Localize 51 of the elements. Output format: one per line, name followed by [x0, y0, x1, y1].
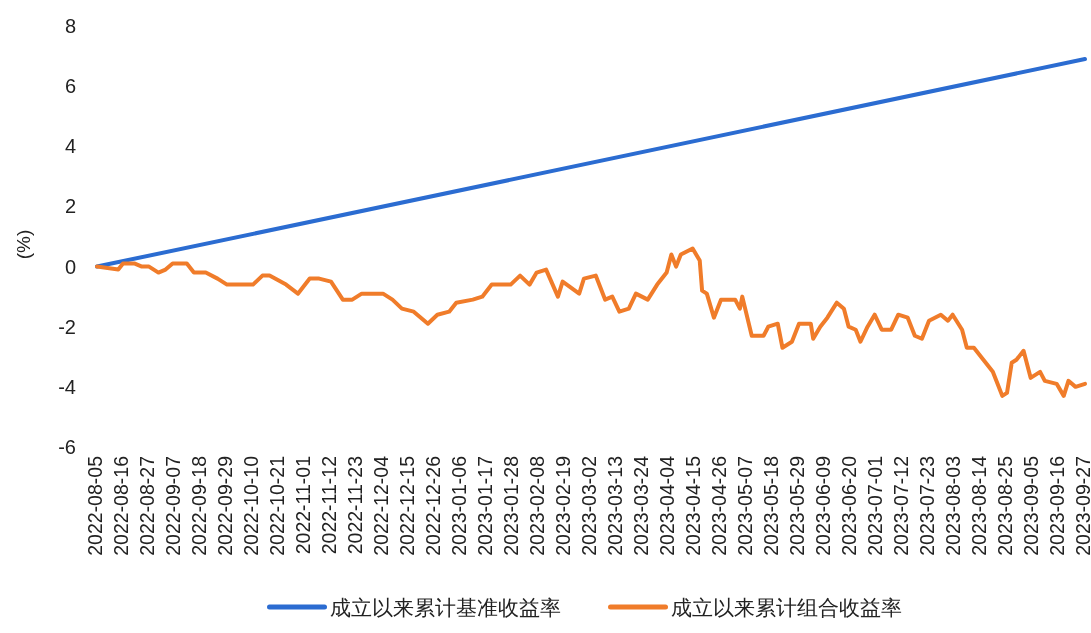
x-tick-label: 2023-08-25: [994, 455, 1016, 556]
legend-label: 成立以来累计组合收益率: [670, 596, 902, 619]
x-tick-label: 2023-02-08: [526, 456, 548, 556]
x-tick-label: 2023-04-26: [708, 456, 730, 556]
x-tick-label: 2022-08-16: [110, 456, 132, 556]
y-axis-title: (%): [13, 229, 34, 260]
x-tick-label: 2023-02-19: [552, 456, 574, 556]
x-tick-label: 2022-08-05: [84, 455, 106, 556]
x-tick-label: 2022-09-18: [188, 456, 210, 556]
x-tick-label: 2023-03-02: [578, 456, 600, 556]
x-tick-label: 2023-07-01: [864, 456, 886, 556]
x-tick-label: 2023-07-12: [890, 456, 912, 556]
x-tick-label: 2022-11-23: [344, 456, 366, 555]
x-tick-label: 2023-05-18: [760, 456, 782, 556]
x-tick-label: 2022-08-27: [136, 456, 158, 556]
legend-label: 成立以来累计基准收益率: [329, 596, 561, 619]
y-tick-label: 4: [64, 135, 76, 158]
x-tick-label: 2023-03-24: [630, 455, 652, 556]
y-tick-label: -2: [58, 315, 76, 338]
x-tick-label: 2022-12-26: [422, 456, 444, 556]
x-tick-label: 2023-03-13: [604, 456, 626, 556]
x-tick-label: 2022-10-21: [266, 456, 288, 556]
x-tick-label: 2022-11-01: [292, 456, 314, 555]
line-series: [95, 246, 1087, 398]
x-tick-label: 2023-04-04: [656, 455, 678, 556]
x-tick-label: 2023-06-20: [838, 455, 860, 556]
x-tick-label: 2022-11-12: [318, 456, 340, 555]
y-tick-label: 8: [64, 15, 76, 37]
x-tick-label: 2023-08-03: [942, 456, 964, 556]
x-tick-label: 2023-09-16: [1046, 456, 1068, 556]
x-tick-label: 2022-10-10: [240, 455, 262, 556]
x-tick-label: 2023-01-06: [448, 456, 470, 556]
x-tick-label: 2023-08-14: [968, 455, 990, 556]
x-tick-label: 2023-09-05: [1020, 455, 1042, 556]
x-tick-label: 2023-06-09: [812, 456, 834, 556]
x-tick-label: 2023-09-27: [1072, 456, 1091, 556]
y-tick-label: -6: [58, 436, 76, 458]
x-tick-label: 2023-05-29: [786, 456, 808, 556]
x-tick-label: 2022-12-04: [370, 455, 392, 556]
y-tick-label: 2: [64, 195, 76, 218]
x-tick-label: 2023-01-17: [474, 456, 496, 556]
x-tick-label: 2023-04-15: [682, 455, 704, 556]
x-tick-label: 2022-09-29: [214, 456, 236, 556]
y-tick-label: 0: [64, 255, 76, 278]
y-tick-label: -4: [58, 375, 76, 398]
x-tick-label: 2023-01-28: [500, 456, 522, 556]
x-tick-label: 2022-09-07: [162, 456, 184, 556]
x-tick-label: 2022-12-15: [396, 455, 418, 556]
x-tick-label: 2023-07-23: [916, 456, 938, 556]
y-tick-label: 6: [64, 75, 76, 98]
x-tick-label: 2023-05-07: [734, 456, 756, 556]
